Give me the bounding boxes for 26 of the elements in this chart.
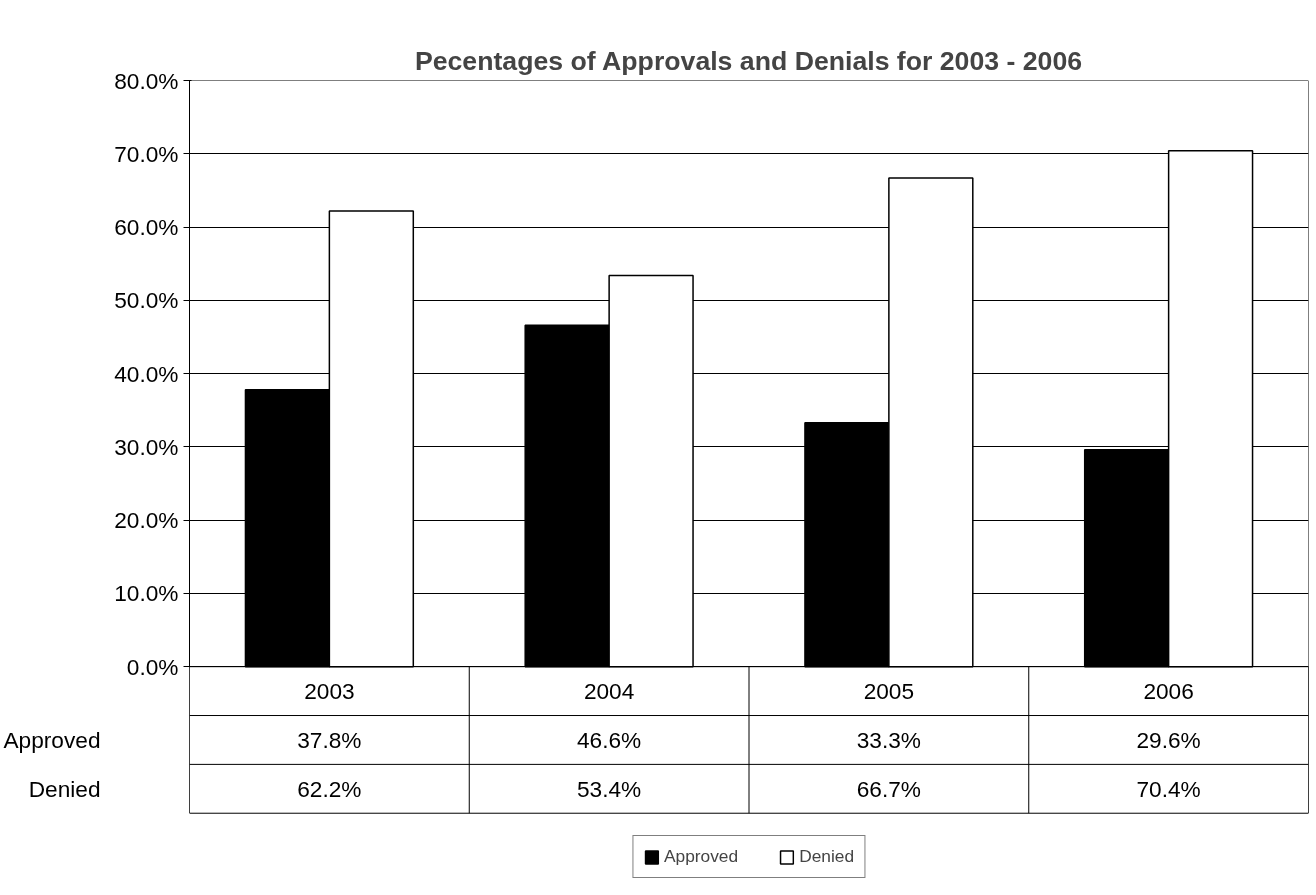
y-tick-label: 20.0%: [114, 507, 179, 534]
data-label: 70.4%: [1136, 775, 1201, 802]
chart-title: Pecentages of Approvals and Denials for 2003 - 2006: [414, 45, 1083, 76]
data-label: 66.7%: [856, 775, 921, 802]
data-label: 29.6%: [1136, 726, 1201, 753]
data-label: 53.4%: [577, 775, 642, 802]
y-tick-label: 50.0%: [114, 287, 179, 314]
x-tick-label: 2003: [304, 677, 355, 704]
legend-label: Approved: [663, 846, 739, 867]
y-tick-label: 60.0%: [114, 214, 179, 241]
x-tick-label: 2004: [583, 677, 635, 704]
data-label: 33.3%: [856, 726, 921, 753]
y-tick-label: 70.0%: [114, 140, 179, 167]
y-tick-label: 0.0%: [126, 653, 179, 680]
y-tick-label: 40.0%: [114, 360, 179, 387]
y-tick-label: 30.0%: [114, 433, 179, 460]
y-tick-label: 10.0%: [114, 580, 179, 607]
x-tick-label: 2006: [1143, 677, 1194, 704]
x-tick-label: 2005: [863, 677, 915, 704]
legend-label: Denied: [799, 846, 855, 867]
text: Denied: [28, 775, 101, 802]
data-label: 62.2%: [297, 775, 362, 802]
text: Approved: [3, 726, 101, 753]
data-label: 46.6%: [577, 726, 642, 753]
data-label: 37.8%: [297, 726, 362, 753]
y-tick-label: 80.0%: [114, 67, 179, 94]
